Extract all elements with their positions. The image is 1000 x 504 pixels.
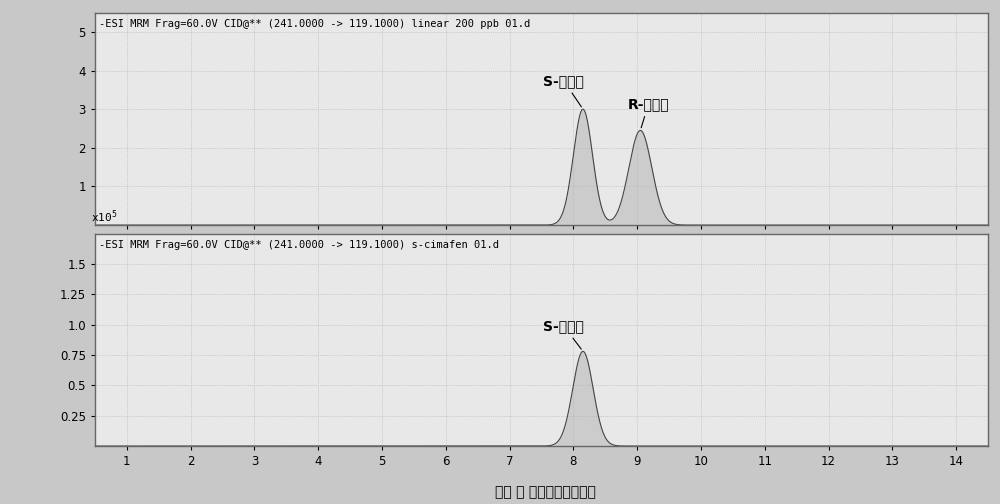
Text: S-峨马酬: S-峨马酬: [543, 319, 584, 349]
Text: x10$^4$: x10$^4$: [91, 0, 117, 4]
Text: x10$^5$: x10$^5$: [91, 209, 117, 225]
Text: R-峨马酬: R-峨马酬: [628, 97, 669, 128]
Text: -ESI MRM Frag=60.0V CID@** (241.0000 -> 119.1000) s-cimafen 01.d: -ESI MRM Frag=60.0V CID@** (241.0000 -> …: [99, 240, 499, 250]
Text: 计数 与 采集时间（分钟）: 计数 与 采集时间（分钟）: [495, 485, 595, 499]
Text: -ESI MRM Frag=60.0V CID@** (241.0000 -> 119.1000) linear 200 ppb 01.d: -ESI MRM Frag=60.0V CID@** (241.0000 -> …: [99, 19, 531, 29]
Text: S-峨马酬: S-峨马酬: [543, 74, 584, 107]
